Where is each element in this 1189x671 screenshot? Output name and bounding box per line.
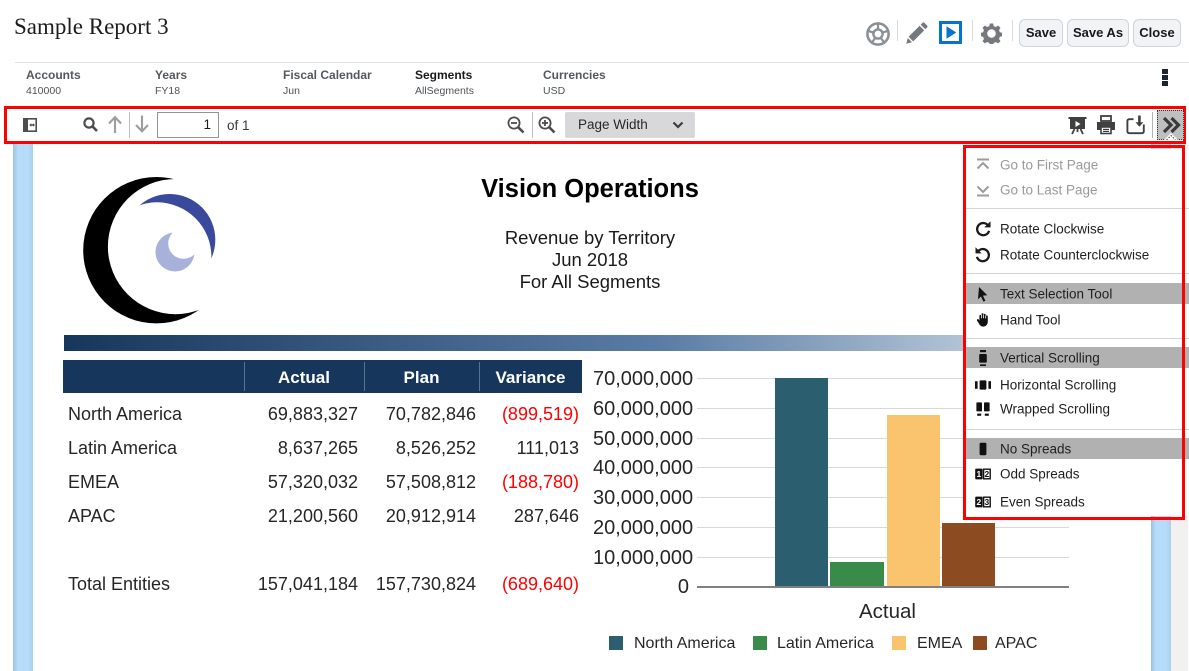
- svg-text:1: 1: [977, 469, 982, 479]
- svg-text:2: 2: [985, 469, 990, 479]
- svg-text:3: 3: [985, 497, 990, 507]
- svg-text:2: 2: [977, 497, 982, 507]
